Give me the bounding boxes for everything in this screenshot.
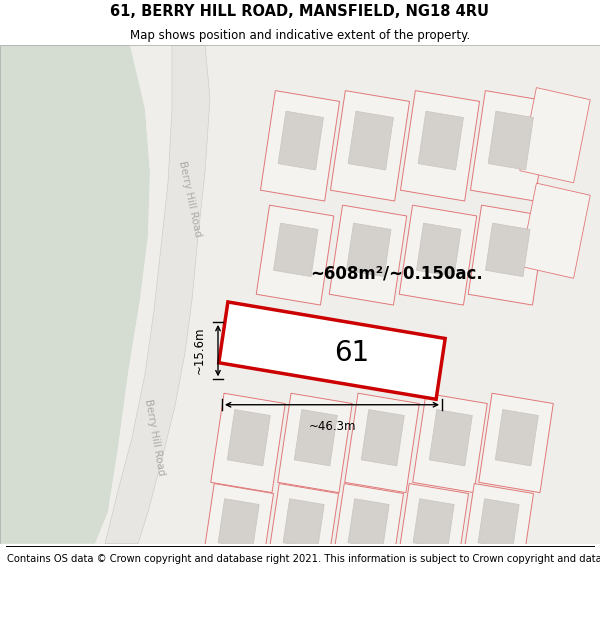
Text: Berry Hill Road: Berry Hill Road <box>143 399 167 477</box>
Polygon shape <box>256 205 334 305</box>
Polygon shape <box>413 499 454 549</box>
Polygon shape <box>329 205 407 305</box>
Polygon shape <box>331 91 410 201</box>
Polygon shape <box>488 111 533 170</box>
Polygon shape <box>274 223 318 277</box>
Polygon shape <box>0 45 600 544</box>
Polygon shape <box>348 111 394 170</box>
Polygon shape <box>520 88 590 182</box>
Polygon shape <box>283 499 324 549</box>
Polygon shape <box>95 45 600 544</box>
Text: 61, BERRY HILL ROAD, MANSFIELD, NG18 4RU: 61, BERRY HILL ROAD, MANSFIELD, NG18 4RU <box>110 4 490 19</box>
Polygon shape <box>413 393 487 492</box>
Polygon shape <box>105 45 210 544</box>
Polygon shape <box>211 393 285 492</box>
Polygon shape <box>0 45 150 544</box>
Polygon shape <box>332 484 403 572</box>
Polygon shape <box>361 409 404 466</box>
Polygon shape <box>400 91 479 201</box>
Polygon shape <box>418 111 463 170</box>
Polygon shape <box>260 91 340 201</box>
Polygon shape <box>485 223 530 277</box>
Polygon shape <box>268 484 338 572</box>
Polygon shape <box>399 205 477 305</box>
Polygon shape <box>346 223 391 277</box>
Text: Contains OS data © Crown copyright and database right 2021. This information is : Contains OS data © Crown copyright and d… <box>7 554 600 564</box>
Polygon shape <box>495 409 538 466</box>
Polygon shape <box>345 393 419 492</box>
Polygon shape <box>478 499 519 549</box>
Polygon shape <box>278 393 352 492</box>
Text: ~46.3m: ~46.3m <box>308 419 356 432</box>
Text: 61: 61 <box>334 339 370 367</box>
Polygon shape <box>278 111 323 170</box>
Polygon shape <box>203 484 274 572</box>
Text: ~608m²/~0.150ac.: ~608m²/~0.150ac. <box>310 264 483 282</box>
Polygon shape <box>416 223 461 277</box>
Polygon shape <box>219 302 445 399</box>
Text: ~15.6m: ~15.6m <box>193 327 206 374</box>
Polygon shape <box>429 409 472 466</box>
Polygon shape <box>470 91 550 201</box>
Polygon shape <box>520 183 590 278</box>
Polygon shape <box>398 484 469 572</box>
Polygon shape <box>463 484 533 572</box>
Polygon shape <box>468 205 546 305</box>
Polygon shape <box>227 409 271 466</box>
Polygon shape <box>257 323 328 378</box>
Text: Berry Hill Road: Berry Hill Road <box>177 160 203 238</box>
Polygon shape <box>218 499 259 549</box>
Text: Map shows position and indicative extent of the property.: Map shows position and indicative extent… <box>130 29 470 42</box>
Polygon shape <box>294 409 337 466</box>
Polygon shape <box>479 393 553 492</box>
Polygon shape <box>348 499 389 549</box>
Polygon shape <box>490 45 600 130</box>
